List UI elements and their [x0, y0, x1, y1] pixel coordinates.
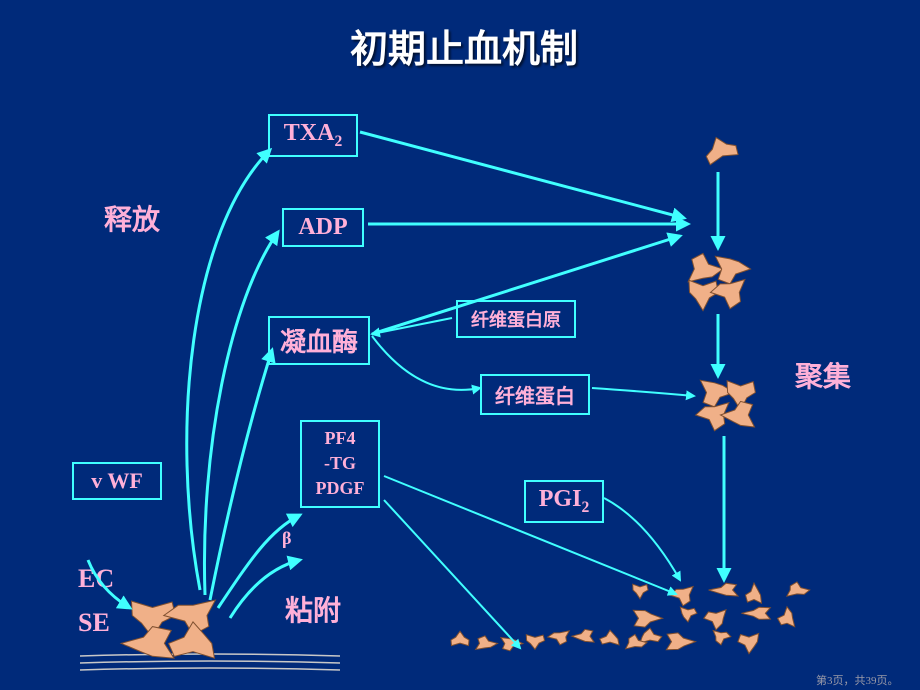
- diagram-title: 初期止血机制: [350, 18, 578, 73]
- diagram-stage: 初期止血机制释放聚集粘附 EC SE β TXA2 ADP 凝血酶 纤维蛋白原纤维蛋白 v WF…: [0, 0, 920, 690]
- box-adp: ADP: [282, 208, 364, 247]
- cell-c-bl: [121, 600, 215, 658]
- label-se: SE: [78, 608, 110, 638]
- box-fibrin: 纤维蛋白: [480, 374, 590, 415]
- box-thrombin: 凝血酶: [268, 316, 370, 365]
- arrow-9: [372, 336, 480, 390]
- arrow-2: [210, 350, 272, 600]
- cell-c1: [701, 132, 739, 165]
- box-txa2: TXA2: [268, 114, 358, 157]
- cell-c-bm: [451, 629, 647, 650]
- arrow-layer: [0, 0, 920, 690]
- arrow-5: [360, 132, 684, 218]
- box-fibrinogen: 纤维蛋白原: [456, 300, 576, 338]
- cell-c2: [688, 253, 750, 310]
- arrow-8: [372, 318, 452, 334]
- arrow-0: [187, 150, 270, 590]
- cell-c-br: [633, 582, 810, 654]
- box-pgi2: PGI2: [524, 480, 604, 523]
- box-pf4: PF4-TGPDGF: [300, 420, 380, 508]
- label-adhere: 粘附: [285, 589, 341, 629]
- arrow-16: [384, 500, 520, 648]
- label-beta: β: [282, 528, 291, 549]
- label-release: 释放: [104, 198, 160, 238]
- box-vwf: v WF: [72, 462, 162, 500]
- arrow-14: [604, 498, 680, 580]
- label-aggregate: 聚集: [795, 355, 851, 395]
- cell-c3: [696, 380, 756, 430]
- page-footer: 第3页，共39页。: [816, 672, 899, 688]
- arrow-10: [592, 388, 694, 396]
- arrow-1: [204, 232, 278, 595]
- label-ec: EC: [78, 564, 114, 594]
